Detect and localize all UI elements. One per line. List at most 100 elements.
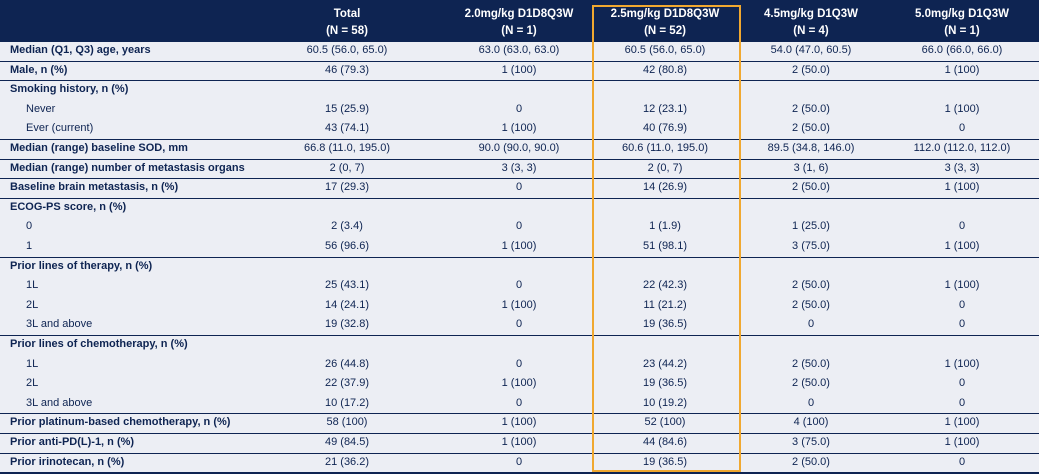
table-row	[0, 237, 1039, 257]
row-label: 2L	[26, 377, 39, 390]
row-label: 3L and above	[26, 396, 93, 409]
row-label: Median (Q1, Q3) age, years	[10, 44, 151, 56]
cell-value: 12 (23.1)	[642, 102, 688, 115]
cell-value: 0	[958, 396, 966, 409]
cell-value: 46 (79.3)	[324, 63, 370, 76]
cell-value: 2 (50.0)	[792, 279, 830, 292]
cell-value: 2 (50.0)	[792, 122, 830, 135]
row-label: 1L	[26, 279, 39, 292]
table-row	[0, 140, 1039, 159]
cell-value: 66.0 (66.0, 66.0)	[921, 44, 1003, 56]
cell-value: 2 (50.0)	[792, 357, 830, 370]
cell-value: 1 (100)	[944, 240, 980, 252]
cell-value: 23 (44.2)	[642, 357, 688, 370]
row-label: 1L	[26, 357, 39, 370]
row-label: Smoking history, n (%)	[10, 83, 129, 96]
row-label: 2L	[26, 298, 39, 311]
cell-value: 0	[515, 181, 523, 194]
cell-value: 0	[958, 318, 966, 331]
cell-value: 40 (76.9)	[642, 122, 688, 135]
column-header: 5.0mg/kg D1Q3W	[915, 8, 1009, 20]
table-row	[0, 217, 1039, 237]
column-n: (N = 1)	[944, 25, 980, 37]
column-n: (N = 52)	[644, 25, 686, 37]
table-row	[0, 42, 1039, 61]
table-row	[0, 434, 1039, 453]
row-label: 3L and above	[26, 318, 93, 331]
cell-value: 11 (21.2)	[643, 298, 687, 311]
cell-value: 1 (100)	[944, 102, 980, 115]
row-label: Prior irinotecan, n (%)	[10, 455, 125, 468]
column-header: 2.0mg/kg D1D8Q3W	[464, 8, 574, 20]
row-label: 0	[26, 220, 33, 233]
column-header: Total	[333, 8, 361, 20]
cell-value: 54.0 (47.0, 60.5)	[770, 44, 852, 56]
table-row	[0, 119, 1039, 139]
table-row	[0, 336, 1039, 355]
column-header: 4.5mg/kg D1Q3W	[764, 8, 858, 20]
table-row	[0, 61, 1039, 81]
cell-value: 63.0 (63.0, 63.0)	[478, 44, 560, 56]
cell-value: 1 (100)	[501, 377, 537, 390]
cell-value: 10 (17.2)	[324, 396, 370, 409]
cell-value: 17 (29.3)	[324, 181, 370, 194]
cell-value: 1 (100)	[501, 298, 537, 311]
cell-value: 15 (25.9)	[324, 102, 370, 115]
cell-value: 1 (100)	[501, 63, 537, 76]
cell-value: 2 (50.0)	[792, 455, 830, 468]
column-n: (N = 58)	[326, 25, 368, 37]
cell-value: 2 (3.4)	[331, 220, 363, 233]
cell-value: 0	[958, 122, 966, 135]
cell-value: 0	[515, 318, 523, 331]
cell-value: 52 (100)	[644, 416, 686, 429]
cell-value: 25 (43.1)	[324, 279, 370, 292]
cell-value: 51 (98.1)	[642, 240, 688, 252]
row-label: Median (range) number of metastasis orga…	[10, 161, 245, 174]
cell-value: 0	[807, 396, 815, 409]
cell-value: 19 (32.8)	[324, 318, 370, 331]
cell-value: 0	[515, 455, 523, 468]
cell-value: 58 (100)	[326, 416, 368, 429]
row-label: Prior lines of chemotherapy, n (%)	[10, 338, 188, 350]
cell-value: 1 (1.9)	[649, 220, 681, 233]
cell-value: 0	[958, 455, 966, 468]
cell-value: 1 (100)	[501, 240, 537, 252]
cell-value: 1 (25.0)	[792, 220, 830, 233]
row-label: Never	[26, 102, 56, 115]
table-row	[0, 179, 1039, 198]
cell-value: 60.6 (11.0, 195.0)	[621, 142, 709, 154]
column-header: 2.5mg/kg D1D8Q3W	[610, 8, 720, 20]
table-row	[0, 99, 1039, 120]
cell-value: 90.0 (90.0, 90.0)	[478, 142, 560, 154]
table-row	[0, 295, 1039, 316]
cell-value: 0	[807, 318, 815, 331]
cell-value: 2 (50.0)	[792, 181, 830, 194]
row-label: Male, n (%)	[10, 63, 68, 76]
row-label: ECOG-PS score, n (%)	[10, 200, 127, 213]
row-label: 1	[26, 240, 33, 252]
cell-value: 22 (37.9)	[324, 377, 370, 390]
cell-value: 0	[958, 220, 966, 233]
cell-value: 0	[515, 102, 523, 115]
cell-value: 0	[958, 298, 966, 311]
cell-value: 0	[515, 220, 523, 233]
row-label: Prior anti-PD(L)-1, n (%)	[10, 436, 135, 448]
column-n: (N = 1)	[501, 25, 537, 37]
cell-value: 19 (36.5)	[642, 377, 688, 390]
table-row	[0, 393, 1039, 414]
cell-value: 19 (36.5)	[642, 318, 688, 331]
row-label: Prior lines of therapy, n (%)	[10, 259, 153, 272]
table-row	[0, 276, 1039, 296]
table-row	[0, 81, 1039, 100]
cell-value: 19 (36.5)	[642, 455, 688, 468]
cell-value: 21 (36.2)	[324, 455, 370, 468]
cell-value: 0	[958, 377, 966, 390]
row-label: Baseline brain metastasis, n (%)	[10, 181, 179, 194]
cell-value: 14 (24.1)	[324, 298, 370, 311]
cell-value: 3 (75.0)	[792, 240, 830, 252]
cell-value: 1 (100)	[501, 416, 537, 429]
cell-value: 2 (0, 7)	[329, 161, 365, 174]
cell-value: 1 (100)	[501, 436, 537, 448]
cell-value: 56 (96.6)	[324, 240, 370, 252]
cell-value: 2 (50.0)	[792, 298, 830, 311]
